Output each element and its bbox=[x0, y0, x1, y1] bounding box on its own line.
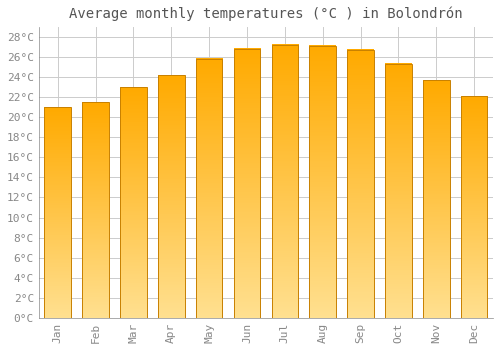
Bar bbox=[44, 107, 71, 318]
Bar bbox=[234, 49, 260, 318]
Bar bbox=[348, 50, 374, 318]
Bar bbox=[310, 46, 336, 318]
Bar bbox=[385, 64, 411, 318]
Bar bbox=[423, 80, 450, 318]
Bar bbox=[120, 87, 146, 318]
Bar bbox=[272, 45, 298, 318]
Bar bbox=[158, 75, 184, 318]
Bar bbox=[461, 96, 487, 318]
Bar bbox=[82, 102, 109, 318]
Title: Average monthly temperatures (°C ) in Bolondrón: Average monthly temperatures (°C ) in Bo… bbox=[69, 7, 462, 21]
Bar bbox=[196, 59, 222, 318]
